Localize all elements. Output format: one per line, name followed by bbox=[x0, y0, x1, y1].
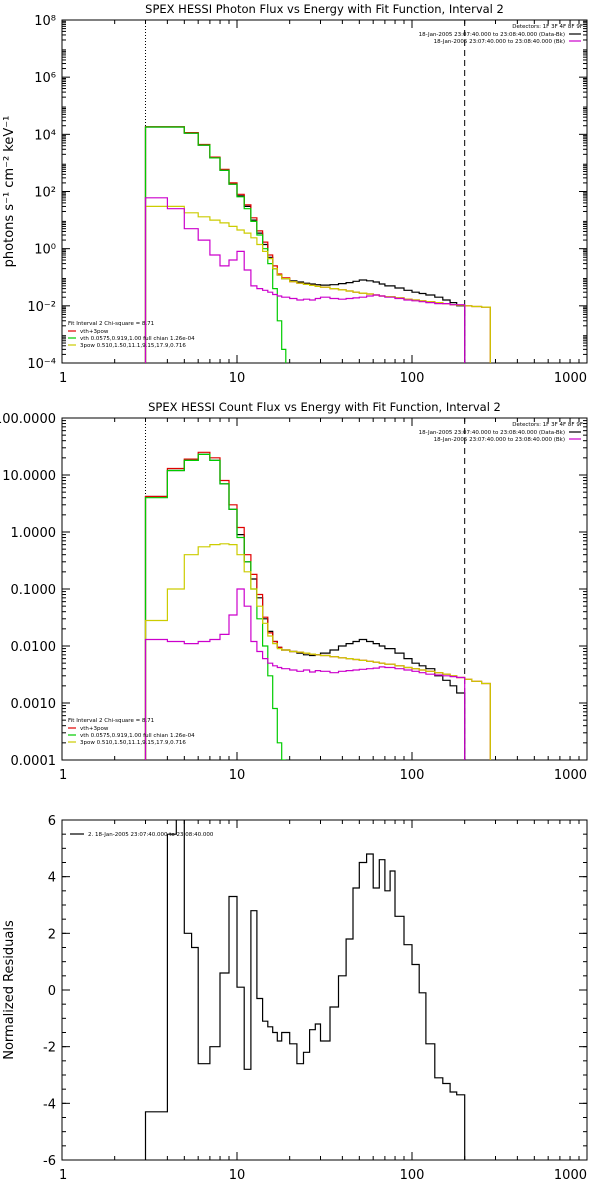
x-tick-label: 1000 bbox=[554, 371, 587, 386]
legend-detectors: Detectors: 1F 3F 4F 8F 9F bbox=[512, 24, 583, 30]
y-tick-label: 10⁶ bbox=[34, 71, 56, 86]
x-tick-label: 100 bbox=[400, 768, 425, 783]
x-tick-label: 1 bbox=[59, 768, 67, 783]
y-tick-label: 2 bbox=[48, 927, 56, 942]
y-axis-label: Normalized Residuals bbox=[2, 920, 17, 1060]
plot-frame bbox=[61, 19, 588, 364]
y-tick-label: 10² bbox=[34, 186, 56, 201]
series-line-2 bbox=[144, 126, 287, 363]
y-tick-label: 0.0100 bbox=[11, 640, 57, 655]
legend-left-entry: 3pow 0.510,1.50,11.1,9.15,17.9,0.716 bbox=[80, 343, 186, 349]
y-tick-label: 100.0000 bbox=[0, 412, 56, 427]
y-tick-label: 0.0010 bbox=[11, 697, 57, 712]
series-line-3 bbox=[144, 543, 491, 760]
y-tick-label: 0.0001 bbox=[11, 754, 57, 769]
y-tick-label: 10⁻² bbox=[27, 300, 56, 315]
x-tick-label: 10 bbox=[229, 371, 246, 386]
legend-fit-header: Fit Interval 2 Chi-square = 8.71 bbox=[68, 718, 154, 724]
legend-right-entry: 18-Jan-2005 23:07:40.000 to 23:08:40.000… bbox=[419, 430, 565, 436]
legend-right-entry: 18-Jan-2005 23:07:40.000 to 23:08:40.000… bbox=[434, 437, 565, 443]
y-axis-label: photons s⁻¹ cm⁻² keV⁻¹ bbox=[2, 116, 17, 268]
legend-detectors: Detectors: 1F 3F 4F 8F 9F bbox=[512, 422, 583, 428]
legend-right-entry: 18-Jan-2005 23:07:40.000 to 23:08:40.000… bbox=[419, 32, 565, 38]
chart-title: SPEX HESSI Count Flux vs Energy with Fit… bbox=[148, 400, 501, 414]
legend-left-entry: 2. 18-Jan-2005 23:07:40.000 to 23:08:40.… bbox=[88, 832, 214, 838]
x-tick-label: 10 bbox=[229, 1168, 246, 1183]
y-tick-label: -4 bbox=[43, 1097, 56, 1112]
plot-frame bbox=[61, 819, 588, 1161]
x-tick-label: 10 bbox=[229, 768, 246, 783]
y-tick-label: 0.1000 bbox=[11, 583, 57, 598]
y-tick-label: 6 bbox=[48, 814, 56, 829]
x-tick-label: 1 bbox=[59, 371, 67, 386]
y-tick-label: 1.0000 bbox=[11, 526, 57, 541]
series-line-2 bbox=[144, 453, 286, 760]
series-line-4 bbox=[144, 197, 466, 363]
x-tick-label: 1000 bbox=[554, 768, 587, 783]
series-group bbox=[144, 126, 491, 363]
legend-left-entry: 3pow 0.510,1.50,11.1,9.15,17.9,0.716 bbox=[80, 740, 186, 746]
x-tick-label: 1 bbox=[59, 1168, 67, 1183]
x-tick-label: 100 bbox=[400, 371, 425, 386]
y-tick-label: 4 bbox=[48, 871, 56, 886]
y-tick-label: 10.0000 bbox=[2, 469, 56, 484]
legend-right-entry: 18-Jan-2005 23:07:40.000 to 23:08:40.000… bbox=[434, 39, 565, 45]
y-tick-label: 10⁴ bbox=[34, 128, 56, 143]
x-tick-label: 100 bbox=[400, 1168, 425, 1183]
legend-left-entry: vth 0.0575,0.919,1.00 full chian 1.26e-0… bbox=[80, 336, 195, 342]
series-line-3 bbox=[144, 205, 491, 363]
legend-left-entry: vth+3pow bbox=[80, 726, 109, 732]
series-line-0 bbox=[144, 820, 466, 1160]
chart-title: SPEX HESSI Photon Flux vs Energy with Fi… bbox=[145, 2, 504, 16]
series-line-1 bbox=[144, 451, 491, 760]
series-line-4 bbox=[144, 588, 466, 760]
y-tick-label: 10⁰ bbox=[34, 243, 56, 258]
series-line-0 bbox=[144, 126, 466, 363]
y-tick-label: -6 bbox=[43, 1154, 56, 1169]
y-tick-label: 10⁻⁴ bbox=[27, 357, 56, 372]
x-tick-label: 1000 bbox=[554, 1168, 587, 1183]
y-tick-label: -2 bbox=[43, 1041, 56, 1056]
legend-left-entry: vth 0.0575,0.919,1.00 full chian 1.26e-0… bbox=[80, 733, 195, 739]
legend-fit-header: Fit Interval 2 Chi-square = 8.71 bbox=[68, 321, 154, 327]
series-line-1 bbox=[144, 126, 491, 363]
y-tick-label: 0 bbox=[48, 984, 56, 999]
series-line-0 bbox=[144, 453, 466, 760]
y-tick-label: 10⁸ bbox=[34, 14, 56, 29]
plot-frame bbox=[61, 417, 588, 761]
legend-left-entry: vth+3pow bbox=[80, 329, 109, 335]
series-group bbox=[144, 451, 491, 760]
series-group bbox=[144, 820, 466, 1160]
